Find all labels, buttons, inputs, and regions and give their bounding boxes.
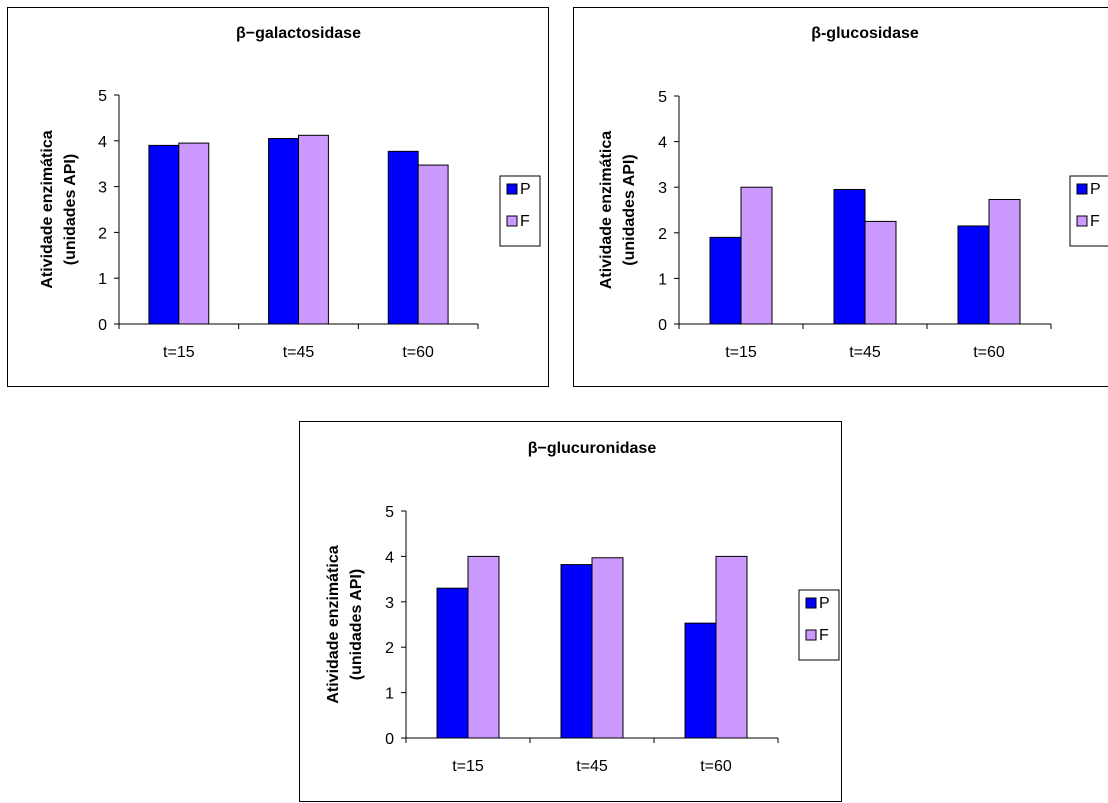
- legend-label-p: P: [520, 181, 531, 198]
- y-tick-label: 3: [98, 180, 107, 197]
- x-tick-label: t=45: [283, 344, 315, 361]
- legend-swatch-p: [1076, 183, 1088, 195]
- y-tick-label: 3: [385, 595, 394, 612]
- y-tick-label: 2: [98, 225, 107, 242]
- bar-p-t45: [833, 188, 866, 325]
- legend-box: [1069, 175, 1108, 247]
- legend-label-p: P: [1090, 181, 1101, 198]
- bar-chart-glucosidase: β-glucosidase Atividade enzimática (unidad…: [598, 25, 1108, 361]
- bar-p-t15: [709, 236, 742, 325]
- bar-chart-galactosidase: β−galactosidase Atividade enzimática (unid…: [39, 25, 541, 361]
- y-axis-label-line1: Atividade enzimática: [39, 130, 56, 288]
- x-tick-label: t=15: [163, 344, 195, 361]
- y-tick-label: 2: [658, 226, 667, 243]
- y-tick-label: 4: [385, 549, 394, 566]
- y-tick-label: 0: [658, 317, 667, 334]
- bar-p-t15: [148, 144, 180, 325]
- chart-panel-glucosidase: β-glucosidase Atividade enzimática (unidad…: [573, 7, 1108, 387]
- chart-title: β-glucosidase: [811, 25, 919, 42]
- legend-label-f: F: [819, 627, 829, 644]
- y-tick-label: 4: [98, 134, 107, 151]
- bar-f-t60: [417, 164, 449, 325]
- bar-f-t15: [740, 186, 773, 325]
- chart-panel-galactosidase: β−galactosidase Atividade enzimática (unid…: [7, 7, 549, 387]
- x-tick-label: t=45: [576, 758, 608, 775]
- y-tick-label: 1: [385, 686, 394, 703]
- legend-label-f: F: [520, 213, 530, 230]
- y-tick-label: 3: [658, 180, 667, 197]
- bar-f-t60: [715, 555, 748, 739]
- legend-swatch-p: [805, 597, 817, 609]
- legend-swatch-p: [506, 183, 518, 195]
- bar-f-t15: [178, 142, 210, 325]
- y-tick-label: 1: [658, 271, 667, 288]
- x-tick-label: t=15: [725, 344, 757, 361]
- x-tick-label: t=60: [973, 344, 1005, 361]
- bar-f-t45: [298, 134, 329, 325]
- y-axis-label-line2: (unidades API): [62, 154, 79, 265]
- bar-f-t45: [864, 220, 897, 325]
- y-tick-label: 0: [98, 317, 107, 334]
- bar-p-t60: [387, 150, 419, 325]
- bar-p-t15: [436, 587, 469, 739]
- chart-title: β−galactosidase: [236, 25, 361, 42]
- y-axis-label-line2: (unidades API): [621, 154, 638, 265]
- legend-swatch-f: [506, 215, 518, 227]
- y-tick-label: 5: [385, 504, 394, 521]
- legend-swatch-f: [1076, 215, 1088, 227]
- bar-f-t60: [988, 199, 1021, 325]
- y-tick-label: 4: [658, 135, 667, 152]
- chart-panel-glucuronidase: β−glucuronidase Atividade enzimática (unid…: [299, 421, 842, 802]
- y-tick-label: 5: [658, 89, 667, 106]
- y-axis-label-line1: Atividade enzimática: [325, 545, 342, 703]
- y-axis-label-line2: (unidades API): [348, 569, 365, 680]
- y-tick-label: 1: [98, 271, 107, 288]
- bar-f-t15: [467, 555, 500, 739]
- bar-p-t45: [268, 138, 300, 325]
- x-tick-label: t=45: [849, 344, 881, 361]
- bar-p-t60: [957, 225, 990, 325]
- bar-p-t45: [560, 564, 593, 739]
- bar-f-t45: [591, 557, 624, 739]
- x-tick-label: t=60: [402, 344, 434, 361]
- y-tick-label: 2: [385, 640, 394, 657]
- legend-swatch-f: [805, 629, 817, 641]
- y-tick-label: 5: [98, 88, 107, 105]
- bar-chart-glucuronidase: β−glucuronidase Atividade enzimática (unid…: [325, 440, 840, 775]
- x-tick-label: t=15: [452, 758, 484, 775]
- legend-label-p: P: [819, 595, 830, 612]
- bar-p-t60: [684, 622, 717, 739]
- y-axis-label-line1: Atividade enzimática: [598, 131, 615, 289]
- x-tick-label: t=60: [700, 758, 732, 775]
- legend-label-f: F: [1090, 213, 1100, 230]
- y-tick-label: 0: [385, 731, 394, 748]
- chart-title: β−glucuronidase: [528, 440, 657, 457]
